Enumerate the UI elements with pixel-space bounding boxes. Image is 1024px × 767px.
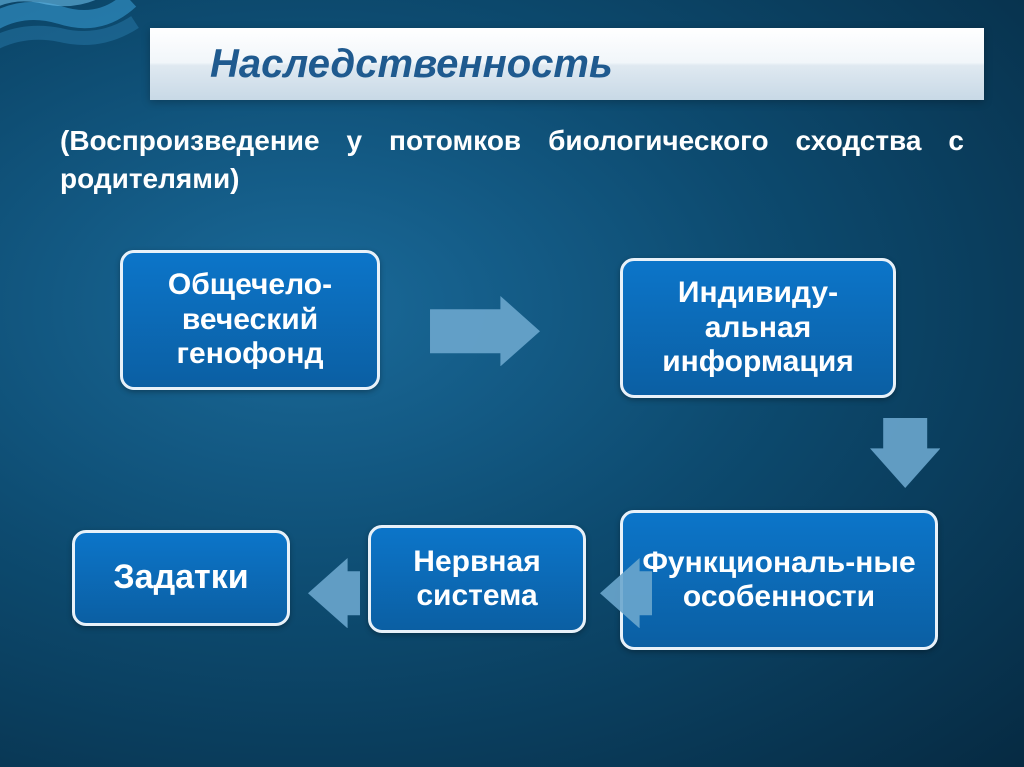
corner-decoration (0, 0, 140, 90)
node-individual-info: Индивиду-альная информация (620, 258, 896, 398)
arrow-icon (600, 558, 652, 628)
node-label: Общечело-веческий генофонд (135, 268, 365, 372)
slide-title: Наследственность (210, 42, 613, 87)
node-genofond: Общечело-веческий генофонд (120, 250, 380, 390)
node-functional: Функциональ-ные особенности (620, 510, 938, 650)
arrow-icon (870, 418, 940, 488)
title-banner: Наследственность (150, 28, 984, 100)
slide: Наследственность (Воспроизведение у пото… (0, 0, 1024, 767)
node-zadatki: Задатки (72, 530, 290, 626)
node-label: Функциональ-ные особенности (635, 546, 923, 615)
node-label: Нервная система (383, 545, 571, 614)
node-nervous-system: Нервная система (368, 525, 586, 633)
slide-subtitle: (Воспроизведение у потомков биологическо… (60, 122, 964, 198)
node-label: Задатки (113, 558, 248, 597)
node-label: Индивиду-альная информация (635, 276, 881, 380)
arrow-icon (430, 296, 540, 366)
arrow-icon (308, 558, 360, 628)
